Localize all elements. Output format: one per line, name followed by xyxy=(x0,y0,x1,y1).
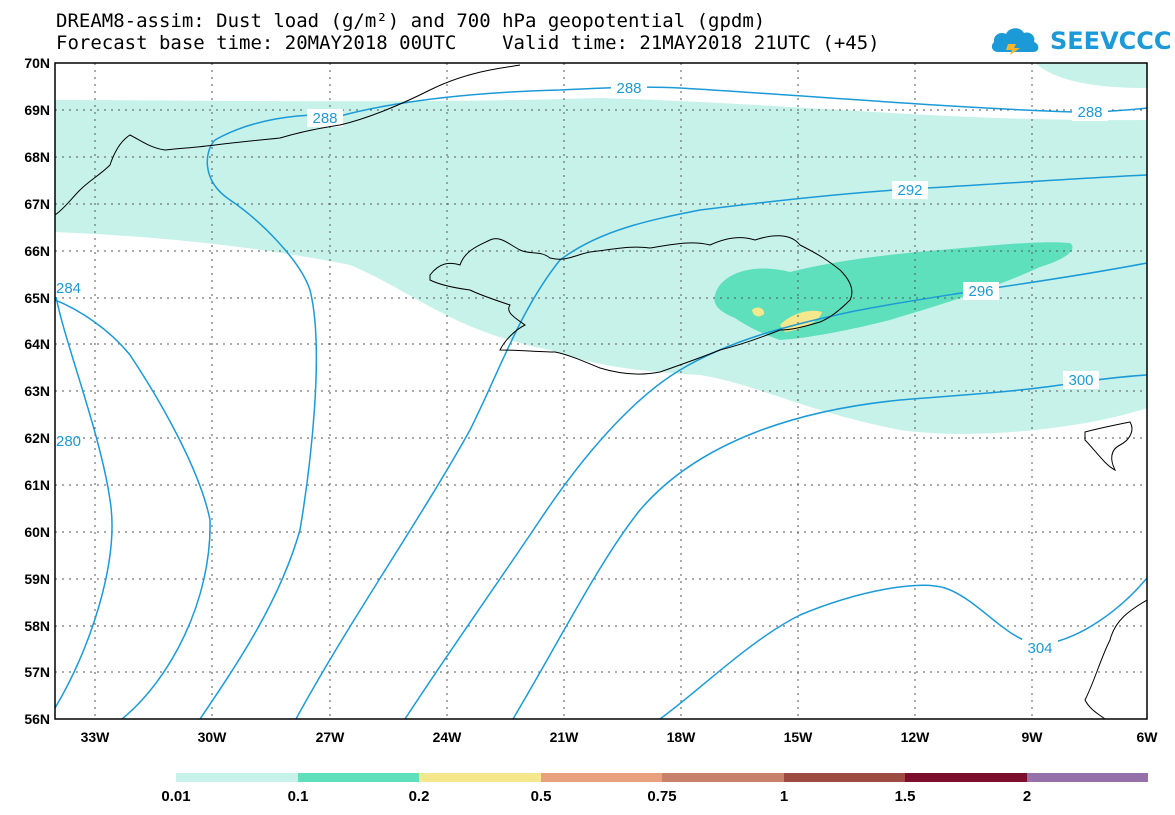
colorbar-label: 0.1 xyxy=(287,788,309,805)
lat-label: 60N xyxy=(24,524,50,540)
faroe-islands xyxy=(1084,421,1133,472)
colorbar-swatch xyxy=(419,773,541,782)
lat-label: 64N xyxy=(24,336,50,352)
colorbar-label: 0.5 xyxy=(530,788,552,805)
lon-label: 18W xyxy=(667,729,697,745)
dust-field xyxy=(55,63,1147,434)
colorbar-swatch xyxy=(1027,773,1148,782)
lat-label: 70N xyxy=(24,55,50,71)
logo-wordmark: SEEVCCC xyxy=(1050,27,1172,55)
map-frame xyxy=(54,62,1148,720)
scotland-coast xyxy=(1084,599,1147,719)
contour-label: 288 xyxy=(1077,104,1102,121)
contour-label: 288 xyxy=(312,110,337,127)
lat-label: 63N xyxy=(24,383,50,399)
lat-label: 69N xyxy=(24,102,50,118)
contour-label: 304 xyxy=(1027,640,1052,657)
dust-level-0.2-b xyxy=(752,307,765,317)
lat-label: 66N xyxy=(24,243,50,259)
lon-label: 27W xyxy=(316,729,346,745)
lon-label: 9W xyxy=(1022,729,1044,745)
lat-label: 65N xyxy=(24,290,50,306)
lat-label: 62N xyxy=(24,430,50,446)
lon-label: 21W xyxy=(550,729,580,745)
colorbar-swatch xyxy=(662,773,784,782)
lon-label: 33W xyxy=(81,729,111,745)
colorbar-label: 0.2 xyxy=(408,788,430,805)
contour-284 xyxy=(55,289,113,709)
colorbar-label: 1.5 xyxy=(894,788,916,805)
colorbar-swatch xyxy=(905,773,1027,782)
contour-label-group: 288 288 288 292 296 300 304 284 280 xyxy=(55,79,1108,657)
greenland-coast xyxy=(55,64,521,216)
coastlines xyxy=(55,64,1147,719)
contour-label: 284 xyxy=(56,280,81,297)
lat-label: 68N xyxy=(24,149,50,165)
dust-level-0.01-ne xyxy=(1035,63,1147,88)
cloud-logo-icon xyxy=(991,28,1039,55)
lon-label: 30W xyxy=(198,729,228,745)
contour-296 xyxy=(404,262,1147,719)
colorbar-label: 0.01 xyxy=(161,788,191,805)
longitude-labels: 33W 30W 27W 24W 21W 18W 15W 12W 9W 6W xyxy=(81,729,1159,745)
map-title: DREAM8-assim: Dust load (g/m²) and 700 h… xyxy=(56,10,766,32)
map-subtitle: Forecast base time: 20MAY2018 00UTC Vali… xyxy=(56,32,880,54)
contour-label: 296 xyxy=(968,283,993,300)
lon-label: 15W xyxy=(784,729,814,745)
iceland-coast xyxy=(429,235,853,375)
contour-label: 292 xyxy=(897,182,922,199)
contour-292 xyxy=(295,174,1147,719)
colorbar-swatch xyxy=(784,773,905,782)
lon-label: 24W xyxy=(433,729,463,745)
contour-304 xyxy=(659,577,1147,719)
lat-label: 59N xyxy=(24,571,50,587)
lat-label: 58N xyxy=(24,618,50,634)
colorbar-swatch xyxy=(176,773,298,782)
colorbar-label: 0.75 xyxy=(647,788,677,805)
contour-label: 300 xyxy=(1068,372,1093,389)
contour-288 xyxy=(199,86,1147,719)
lat-label: 56N xyxy=(24,711,50,727)
lat-label: 61N xyxy=(24,477,50,493)
contour-280 xyxy=(55,299,211,719)
contour-label: 288 xyxy=(616,80,641,97)
colorbar-label: 1 xyxy=(779,788,789,805)
colorbar-label: 2 xyxy=(1022,788,1032,805)
colorbar-swatch xyxy=(541,773,662,782)
colorbar-swatch xyxy=(298,773,419,782)
dust-level-0.01 xyxy=(55,98,1147,434)
lon-label: 12W xyxy=(901,729,931,745)
lon-label: 6W xyxy=(1137,729,1159,745)
latitude-labels: 70N 69N 68N 67N 66N 65N 64N 63N 62N 61N … xyxy=(24,55,50,727)
lat-label: 57N xyxy=(24,664,50,680)
lat-label: 67N xyxy=(24,196,50,212)
contour-label: 280 xyxy=(56,433,81,450)
